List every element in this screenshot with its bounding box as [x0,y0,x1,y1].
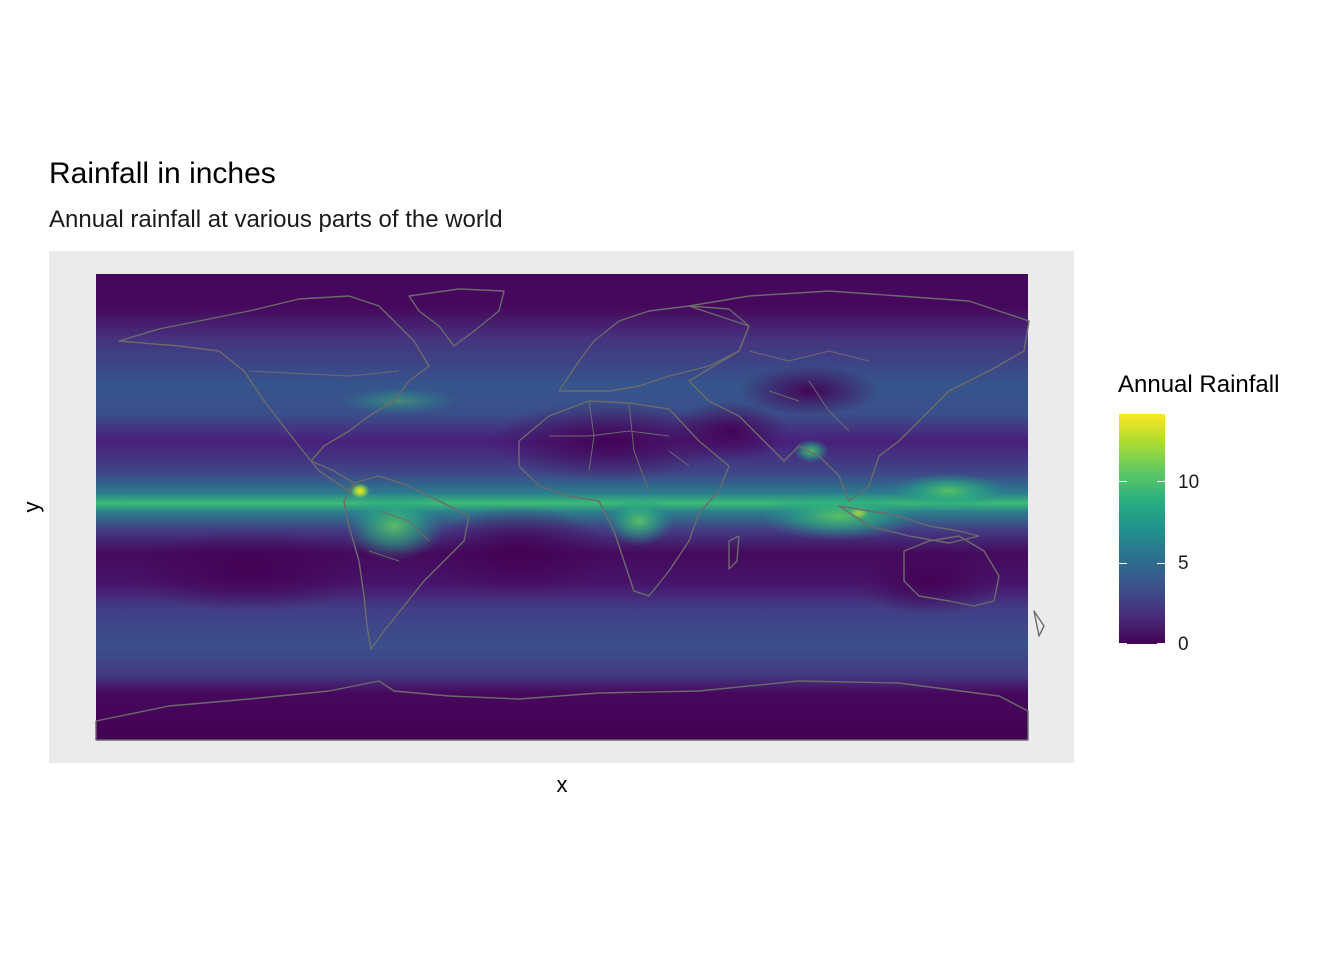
legend-tick-mark-5-right [1157,563,1165,564]
new-zealand-outline [1033,610,1045,637]
dry-zone-south-atlantic [429,506,609,596]
europe-outline [558,305,750,392]
legend-tick-label-0: 0 [1178,634,1189,655]
country-borders-africa [549,400,690,492]
dry-zone-sahara [489,401,729,481]
madagascar-outline [728,535,740,570]
legend-tick-mark-5 [1119,563,1127,564]
wet-zone-congo [604,496,674,546]
country-borders-asia [748,350,870,432]
legend-tick-mark-10-right [1157,481,1165,482]
rainfall-map [95,274,1045,741]
dry-zone-australia [859,546,999,616]
legend-tick-label-5: 5 [1178,553,1189,574]
greenland-outline [408,288,505,347]
x-axis-label: x [556,772,568,797]
wet-zone-west-pacific [889,473,1009,509]
legend-title: Annual Rainfall [1118,371,1280,398]
wet-zone-amazon [344,491,444,561]
legend-tick-label-10: 10 [1178,472,1200,493]
north-america-outline [118,295,430,492]
legend-tick-mark-0-right [1157,643,1165,644]
legend-colorbar [1119,414,1165,644]
wet-zone-gulf-stream [339,387,459,415]
south-america-outline [343,475,470,650]
asia-outline [688,290,1030,502]
indonesia-outline [838,505,980,544]
chart-title: Rainfall in inches [49,157,276,190]
chart-subtitle: Annual rainfall at various parts of the … [49,206,503,233]
country-borders-americas [248,370,430,562]
legend-tick-mark-0 [1119,643,1127,644]
legend-tick-mark-10 [1119,481,1127,482]
dry-zone-central-asia [739,366,879,416]
dry-zone-south-pacific [129,531,369,611]
wet-zone-bay-of-bengal [793,439,829,463]
antarctica-outline [95,680,1029,741]
y-axis-label: y [19,501,44,513]
australia-outline [903,535,1000,607]
peak-colombia [350,483,370,499]
dry-zone-arabia [669,401,789,461]
africa-outline [518,400,730,597]
